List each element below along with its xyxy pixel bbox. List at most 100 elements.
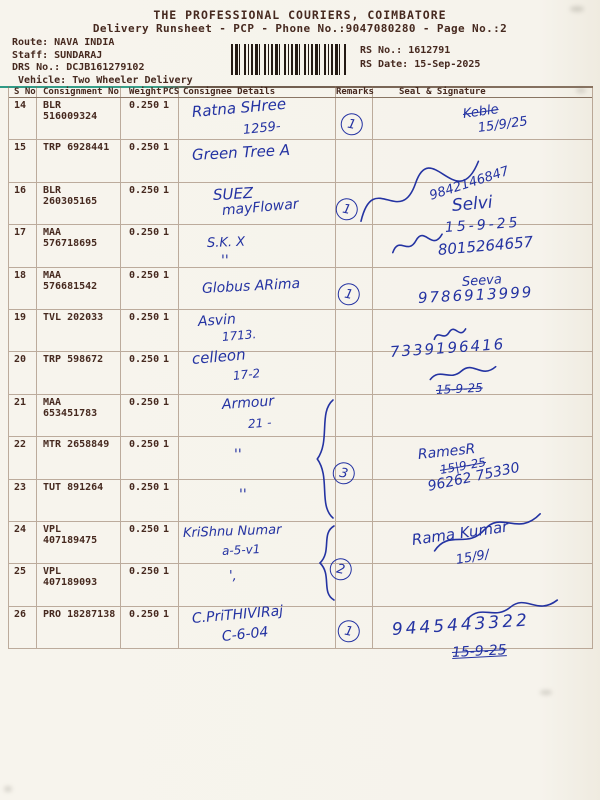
cell-remarks	[336, 182, 373, 225]
header-sno: S No	[9, 86, 37, 97]
cell-weight: 0.250	[129, 100, 160, 111]
table-header-row: S No Consignment No Weight PCS Consignee…	[9, 86, 592, 98]
drs-label: DRS No.:	[12, 62, 61, 74]
runsheet-table: S No Consignment No Weight PCS Consignee…	[8, 86, 593, 650]
table-row: 19 TVL 202033 0.250 1	[9, 309, 592, 353]
scan-artifact	[4, 786, 12, 792]
cell-consignment: PRO 18287138	[37, 606, 121, 649]
cell-weight: 0.250	[129, 523, 160, 535]
cell-pcs: 1	[161, 564, 179, 606]
table-row: 16 BLR 260305165 0.250 1	[9, 182, 592, 226]
cell-consignee	[179, 437, 336, 479]
signature-scribble	[391, 233, 443, 254]
cell-sno: 17	[9, 225, 37, 267]
drs-value: DCJB161279102	[66, 62, 145, 74]
cell-pcs: 1	[161, 394, 179, 437]
cell-sno: 14	[9, 98, 37, 140]
cell-seal	[373, 395, 592, 436]
table-row: 25 VPL 407189093 0.250 1	[9, 564, 592, 607]
scan-artifact	[576, 88, 586, 93]
signature-scribble	[466, 599, 559, 620]
header-meta: Route: NAVA INDIA Staff: SUNDARAJ DRS No…	[12, 37, 193, 87]
handwriting-text: a-5-v1	[221, 542, 261, 558]
handwriting-brace	[316, 399, 334, 519]
rs-date-label: RS Date:	[360, 58, 409, 70]
cell-remarks	[336, 267, 373, 309]
cell-pcs: 1	[161, 309, 179, 352]
handwriting-text: Asvin	[197, 311, 237, 330]
table-row: 24 VPL 407189475 0.250 1	[9, 521, 592, 565]
cell-sno: 22	[9, 437, 37, 479]
cell-consignment: TRP 6928441	[37, 140, 121, 182]
table-row: 18 MAA 576681542 0.250 1	[9, 267, 592, 310]
cell-remarks	[336, 564, 373, 606]
cell-consignment: TVL 202033	[37, 309, 121, 352]
cell-pcs: 1	[161, 98, 179, 140]
cell-sno: 20	[9, 352, 37, 394]
cell-weight: 0.250	[129, 566, 160, 578]
cell-consignee	[179, 394, 336, 437]
cell-weight: 0.250	[129, 227, 160, 239]
rs-date-line: RS Date: 15-Sep-2025	[360, 58, 480, 72]
barcode	[231, 44, 348, 75]
header-consignee: Consignee Details	[179, 86, 336, 97]
rs-no-value: 1612791	[408, 45, 451, 56]
cell-pcs: 1	[161, 225, 179, 267]
cell-weight: 0.250	[129, 608, 160, 620]
handwriting-text: ''	[221, 253, 229, 269]
header-seal: Seal & Signature	[399, 87, 486, 97]
cell-remarks	[336, 437, 373, 479]
cell-remarks	[336, 521, 373, 564]
cell-remarks	[336, 352, 373, 394]
rs-no-line: RS No.: 1612791	[360, 44, 480, 58]
handwriting-text: ''	[239, 487, 247, 503]
cell-sno: 18	[9, 267, 37, 309]
cell-weight: 0.250	[129, 142, 160, 154]
cell-consignment: TUT 891264	[37, 479, 121, 521]
table-row: 26 PRO 18287138 0.250 1	[9, 606, 592, 650]
scan-artifact	[570, 6, 584, 12]
handwriting-text: 15-9-25	[451, 642, 507, 661]
cell-weight: 0.250	[129, 269, 160, 281]
cell-sno: 19	[9, 309, 37, 352]
cell-consignment: MAA 653451783	[37, 394, 121, 437]
cell-sno: 26	[9, 606, 37, 649]
cell-pcs: 1	[161, 521, 179, 564]
handwriting-text: ''	[234, 447, 242, 463]
scan-artifact	[540, 690, 552, 695]
header-consignment: Consignment No	[37, 86, 121, 97]
cell-pcs: 1	[161, 437, 179, 479]
signature-scribble	[433, 513, 541, 552]
cell-remarks	[336, 225, 373, 267]
cell-consignee	[179, 309, 336, 352]
cell-sno: 23	[9, 479, 37, 521]
rs-date-value: 15-Sep-2025	[414, 58, 481, 70]
signature-scribble	[360, 160, 480, 222]
cell-consignment: BLR 260305165	[37, 182, 121, 225]
cell-pcs: 1	[161, 606, 179, 649]
route-line: Route: NAVA INDIA	[12, 37, 193, 50]
cell-pcs: 1	[161, 267, 179, 309]
rs-block: RS No.: 1612791 RS Date: 15-Sep-2025	[360, 44, 480, 71]
rs-no-label: RS No.:	[360, 45, 403, 56]
handwriting-text: 1713.	[221, 327, 257, 344]
cell-sno: 15	[9, 140, 37, 182]
cell-remarks	[336, 606, 373, 649]
table-row: 15 TRP 6928441 0.250 1	[9, 140, 592, 183]
cell-consignee	[179, 606, 336, 649]
cell-pcs: 1	[161, 352, 179, 394]
table-row: 20 TRP 598672 0.250 1	[9, 352, 592, 395]
cell-pcs: 1	[161, 182, 179, 225]
staff-line: Staff: SUNDARAJ	[12, 50, 193, 63]
handwriting-text: 17-2	[232, 366, 261, 383]
cell-consignee	[179, 352, 336, 394]
staff-label: Staff:	[12, 49, 49, 61]
vehicle-line: Vehicle: Two Wheeler Delivery	[12, 75, 193, 88]
cell-consignment: VPL 407189475	[37, 521, 121, 564]
cell-remarks	[336, 394, 373, 437]
route-label: Route:	[12, 37, 49, 48]
cell-seal	[373, 480, 592, 521]
cell-consignee	[179, 267, 336, 309]
table-row: 21 MAA 653451783 0.250 1	[9, 394, 592, 438]
cell-consignee	[179, 225, 336, 267]
